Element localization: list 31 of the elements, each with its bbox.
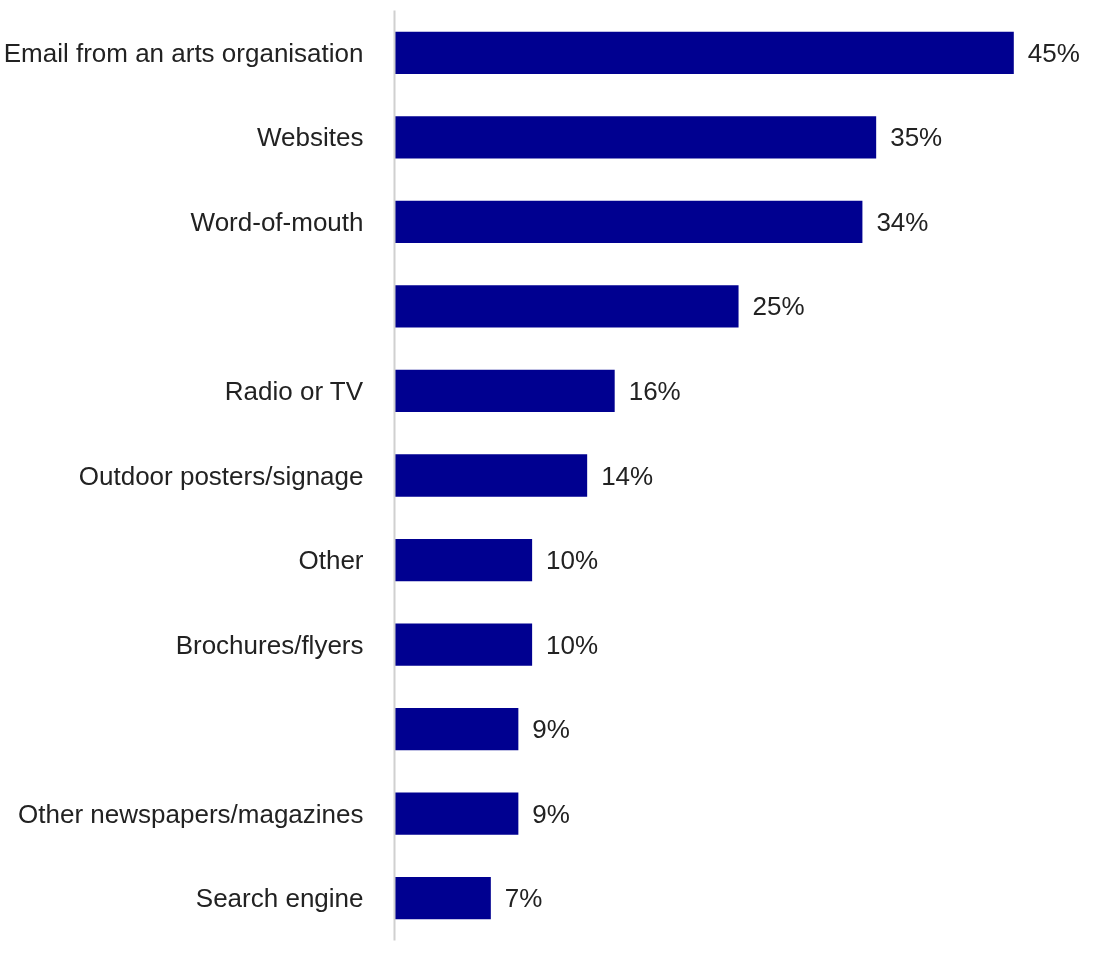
bar (394, 369, 615, 413)
y-tick-label: Email from an arts organisation (3, 37, 364, 68)
y-tick-label: Radio or TV (224, 375, 364, 406)
data-label: 9% (532, 798, 570, 829)
bar (394, 792, 519, 835)
y-tick-label: Other (298, 545, 364, 576)
y-tick-label: Search engine (195, 883, 364, 914)
bar (394, 538, 533, 582)
bar (394, 623, 533, 666)
bar (394, 200, 863, 243)
y-tick-label: Word-of-mouth (190, 206, 364, 237)
data-label: 34% (876, 206, 929, 237)
data-label: 7% (504, 883, 543, 914)
y-tick-label: Websites (257, 122, 364, 153)
bar (394, 877, 491, 920)
data-label: 35% (890, 122, 943, 153)
data-label: 14% (601, 460, 654, 491)
bar (394, 285, 739, 328)
y-tick-label: Brochures/flyers (175, 629, 364, 660)
bar (394, 31, 1014, 74)
y-tick-label: Other newspapers/magazines (18, 798, 364, 829)
bar (394, 708, 519, 751)
data-label: 45% (1027, 37, 1080, 68)
data-label: 16% (628, 375, 681, 406)
data-label: 25% (752, 291, 805, 322)
data-label: 10% (546, 629, 599, 660)
data-label: 10% (546, 545, 599, 576)
y-tick-label: Outdoor posters/signage (78, 460, 364, 491)
bar (394, 454, 588, 497)
data-label: 9% (532, 714, 570, 745)
bar (394, 116, 877, 159)
